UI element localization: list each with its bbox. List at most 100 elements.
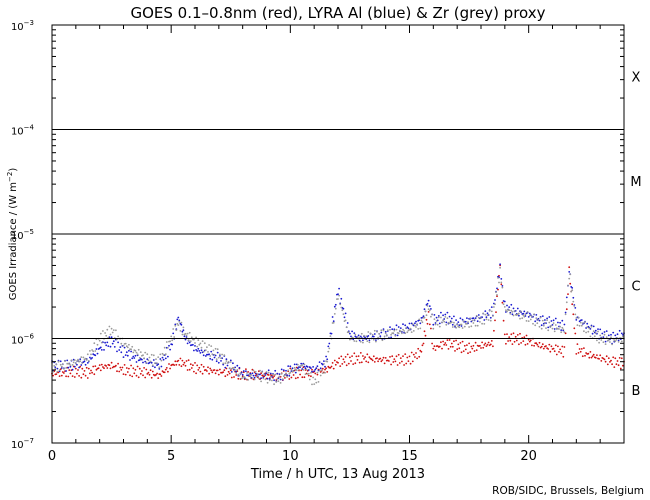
data-point <box>334 307 337 310</box>
data-point <box>278 375 281 378</box>
data-point <box>575 317 578 319</box>
data-point <box>305 368 308 371</box>
data-point <box>142 361 144 364</box>
data-point <box>359 340 362 343</box>
data-point <box>593 335 596 338</box>
data-point <box>356 336 359 339</box>
data-point <box>406 331 409 334</box>
data-point <box>285 369 287 372</box>
data-point <box>612 356 615 359</box>
data-point <box>87 360 90 362</box>
data-point <box>428 305 431 307</box>
data-point <box>332 320 335 323</box>
data-point <box>487 319 490 321</box>
data-point <box>260 372 262 375</box>
data-point <box>393 329 396 332</box>
data-point <box>219 353 221 356</box>
data-point <box>496 294 498 296</box>
data-point <box>622 364 624 367</box>
data-point <box>423 316 426 319</box>
data-point <box>308 366 311 368</box>
data-point <box>510 333 513 336</box>
data-point <box>183 361 186 364</box>
data-point <box>523 336 526 339</box>
data-point <box>117 341 119 344</box>
data-point <box>382 356 385 359</box>
data-point <box>255 375 258 378</box>
data-point <box>226 362 229 364</box>
data-point <box>600 339 603 341</box>
data-point <box>373 329 376 332</box>
data-point <box>297 376 299 379</box>
data-point <box>604 343 607 345</box>
data-point <box>549 350 552 353</box>
data-point <box>138 359 141 361</box>
data-point <box>490 306 493 308</box>
data-point <box>351 330 353 333</box>
data-point <box>310 367 312 369</box>
data-point <box>451 345 454 348</box>
data-point <box>170 335 173 338</box>
data-point <box>599 334 602 337</box>
data-point <box>463 325 466 328</box>
data-point <box>533 313 535 316</box>
data-point <box>326 358 329 361</box>
data-point <box>323 360 325 362</box>
data-point <box>60 374 63 377</box>
data-point <box>448 339 451 341</box>
data-point <box>242 370 245 372</box>
data-point <box>464 320 467 323</box>
data-point <box>554 324 557 326</box>
data-point <box>188 368 191 371</box>
data-point <box>367 331 370 333</box>
data-point <box>592 325 595 328</box>
data-point <box>339 303 342 306</box>
data-point <box>102 366 104 368</box>
data-point <box>263 374 266 376</box>
data-point <box>81 362 84 364</box>
y-tick-label: 10−7 <box>11 437 34 451</box>
data-point <box>120 342 123 345</box>
data-point <box>210 350 213 353</box>
data-point <box>228 367 231 369</box>
data-point <box>467 321 469 323</box>
data-point <box>269 372 272 375</box>
data-point <box>182 326 185 329</box>
data-point <box>358 336 361 339</box>
data-point <box>561 345 564 348</box>
data-point <box>417 328 420 330</box>
data-point <box>485 318 488 321</box>
x-tick-label: 5 <box>167 449 175 464</box>
data-point <box>297 363 299 366</box>
data-point <box>396 334 399 337</box>
data-point <box>260 380 262 383</box>
data-point <box>174 360 177 363</box>
data-point <box>71 375 74 377</box>
data-point <box>458 326 461 329</box>
data-point <box>512 332 515 335</box>
data-point <box>525 334 528 337</box>
data-point <box>225 360 228 362</box>
y-tick-base: 10 <box>11 127 24 138</box>
data-point <box>405 327 408 329</box>
data-point <box>184 364 187 367</box>
data-point <box>338 294 340 297</box>
data-point <box>189 363 192 366</box>
data-point <box>154 362 156 365</box>
data-point <box>149 360 152 363</box>
data-point <box>432 347 435 350</box>
data-point <box>541 319 544 322</box>
data-point <box>127 349 130 352</box>
data-point <box>518 312 520 315</box>
data-point <box>544 321 546 324</box>
data-point <box>132 367 135 370</box>
data-point <box>391 328 394 331</box>
data-point <box>173 336 176 338</box>
data-point <box>458 347 461 350</box>
data-point <box>122 373 125 375</box>
data-point <box>509 339 512 342</box>
data-point <box>589 351 592 353</box>
data-point <box>314 378 317 381</box>
data-point <box>480 317 482 319</box>
data-point <box>499 266 501 269</box>
